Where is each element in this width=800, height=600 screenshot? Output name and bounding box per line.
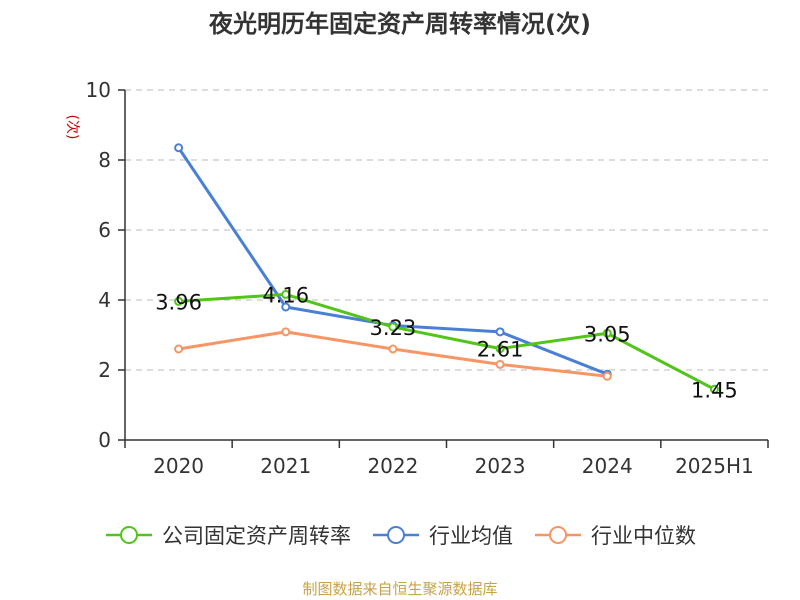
data-label: 3.23 bbox=[370, 316, 417, 340]
axes: 0 2 4 6 8 10 2020 2021 2022 2023 2024 2025H1 (次) bbox=[64, 78, 769, 478]
legend: 公司固定资产周转率 行业均值 行业中位数 bbox=[0, 520, 800, 550]
data-label: 2.61 bbox=[477, 338, 524, 362]
data-label: 3.05 bbox=[584, 322, 631, 346]
y-tick-label: 2 bbox=[98, 358, 111, 382]
data-point-2 bbox=[602, 371, 612, 381]
data-label: 4.16 bbox=[262, 283, 309, 307]
data-point-2 bbox=[281, 327, 291, 337]
data-point-2 bbox=[388, 344, 398, 354]
data-point-1 bbox=[174, 143, 184, 153]
x-tick-label: 2021 bbox=[260, 454, 311, 478]
series-line-1 bbox=[177, 146, 608, 376]
x-tick-label: 2023 bbox=[475, 454, 526, 478]
data-label: 3.96 bbox=[155, 290, 202, 314]
legend-label-company: 公司固定资产周转率 bbox=[162, 524, 351, 548]
x-tick-label: 2024 bbox=[582, 454, 633, 478]
legend-marker-industry-mean bbox=[373, 526, 419, 544]
data-label: 1.45 bbox=[691, 378, 738, 402]
data-point-2 bbox=[495, 359, 505, 369]
y-axis-unit-label: (次) bbox=[64, 115, 80, 140]
legend-item-industry-mean[interactable]: 行业均值 bbox=[371, 520, 513, 550]
y-tick-label: 0 bbox=[98, 428, 111, 452]
y-tick-label: 4 bbox=[98, 288, 111, 312]
x-tick-label: 2022 bbox=[367, 454, 418, 478]
x-tick-label: 2020 bbox=[153, 454, 204, 478]
data-point-2 bbox=[174, 344, 184, 354]
grid-lines bbox=[125, 89, 768, 371]
data-point-1 bbox=[281, 302, 291, 312]
y-tick-label: 8 bbox=[98, 148, 111, 172]
data-point-0 bbox=[495, 344, 505, 354]
legend-item-company[interactable]: 公司固定资产周转率 bbox=[104, 520, 351, 550]
data-point-0 bbox=[174, 296, 184, 306]
data-point-0 bbox=[602, 328, 612, 338]
data-point-1 bbox=[495, 327, 505, 337]
data-point-0 bbox=[709, 384, 719, 394]
series-line-0 bbox=[178, 292, 716, 391]
y-tick-label: 6 bbox=[98, 218, 111, 242]
y-tick-label: 10 bbox=[86, 78, 111, 102]
legend-marker-industry-median bbox=[535, 526, 581, 544]
legend-label-industry-median: 行业中位数 bbox=[591, 524, 696, 548]
legend-label-industry-mean: 行业均值 bbox=[429, 524, 513, 548]
legend-marker-company bbox=[106, 526, 152, 544]
x-tick-label: 2025H1 bbox=[675, 454, 754, 478]
data-point-0 bbox=[388, 322, 398, 332]
data-labels: 3.96 4.16 3.23 2.61 3.05 1.45 bbox=[155, 283, 738, 402]
data-point-0 bbox=[281, 289, 291, 299]
chart-title: 夜光明历年固定资产周转率情况(次) bbox=[209, 10, 591, 38]
series-lines bbox=[174, 143, 719, 394]
source-note: 制图数据来自恒生聚源数据库 bbox=[302, 580, 498, 598]
legend-item-industry-median[interactable]: 行业中位数 bbox=[533, 520, 696, 550]
